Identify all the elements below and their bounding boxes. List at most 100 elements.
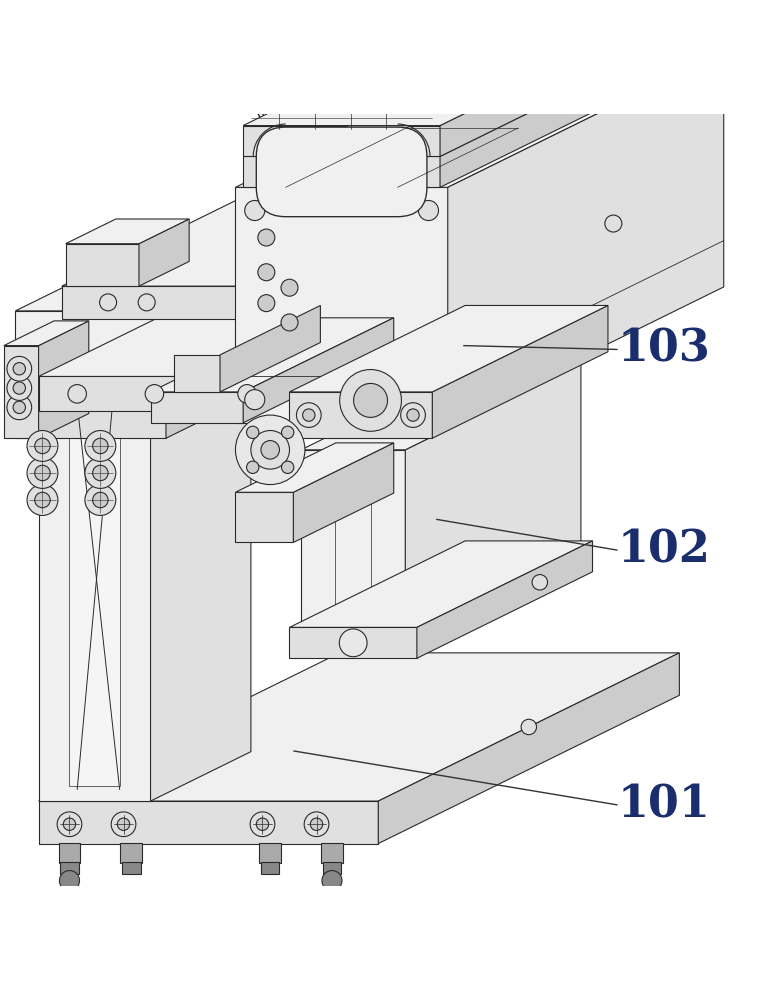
Circle shape bbox=[63, 818, 76, 830]
Circle shape bbox=[145, 385, 164, 403]
Polygon shape bbox=[15, 407, 166, 438]
Polygon shape bbox=[166, 261, 266, 376]
Polygon shape bbox=[39, 801, 378, 844]
Text: 103: 103 bbox=[618, 328, 710, 371]
Polygon shape bbox=[405, 363, 581, 627]
Circle shape bbox=[310, 818, 323, 830]
Text: 101: 101 bbox=[618, 783, 710, 826]
Circle shape bbox=[407, 409, 419, 421]
Circle shape bbox=[282, 426, 294, 439]
Circle shape bbox=[605, 215, 621, 232]
Polygon shape bbox=[15, 311, 166, 376]
Circle shape bbox=[35, 492, 50, 508]
Polygon shape bbox=[290, 627, 417, 658]
Polygon shape bbox=[39, 376, 363, 411]
Circle shape bbox=[304, 812, 329, 837]
Bar bbox=[259, 843, 281, 863]
Circle shape bbox=[7, 356, 32, 381]
Polygon shape bbox=[235, 492, 293, 542]
Polygon shape bbox=[440, 27, 641, 156]
Circle shape bbox=[418, 390, 438, 410]
Circle shape bbox=[401, 403, 425, 427]
Circle shape bbox=[13, 382, 25, 394]
Polygon shape bbox=[235, 443, 394, 492]
Polygon shape bbox=[39, 653, 679, 801]
Circle shape bbox=[35, 465, 50, 481]
Circle shape bbox=[27, 431, 58, 461]
Circle shape bbox=[117, 818, 130, 830]
Circle shape bbox=[354, 383, 388, 417]
Polygon shape bbox=[166, 358, 266, 438]
Circle shape bbox=[93, 438, 108, 454]
Polygon shape bbox=[448, 51, 724, 423]
Polygon shape bbox=[66, 219, 189, 244]
Polygon shape bbox=[39, 281, 251, 330]
Circle shape bbox=[85, 485, 116, 515]
Polygon shape bbox=[62, 286, 432, 319]
Bar bbox=[120, 843, 142, 863]
Circle shape bbox=[258, 264, 275, 281]
Bar bbox=[323, 862, 341, 874]
Circle shape bbox=[251, 431, 290, 469]
Circle shape bbox=[59, 871, 80, 891]
Circle shape bbox=[57, 812, 82, 837]
Circle shape bbox=[235, 415, 305, 485]
Circle shape bbox=[521, 719, 537, 735]
Circle shape bbox=[296, 403, 321, 427]
Polygon shape bbox=[235, 187, 448, 423]
Polygon shape bbox=[417, 541, 593, 658]
Polygon shape bbox=[432, 305, 608, 438]
Polygon shape bbox=[174, 355, 220, 392]
Polygon shape bbox=[15, 358, 266, 407]
Circle shape bbox=[27, 458, 58, 488]
Polygon shape bbox=[301, 363, 581, 450]
Polygon shape bbox=[62, 150, 708, 286]
Polygon shape bbox=[39, 330, 151, 801]
Circle shape bbox=[85, 458, 116, 488]
Circle shape bbox=[340, 370, 401, 431]
Polygon shape bbox=[363, 253, 614, 411]
Circle shape bbox=[245, 390, 265, 410]
Bar bbox=[261, 862, 279, 874]
Circle shape bbox=[250, 812, 275, 837]
Circle shape bbox=[245, 200, 265, 221]
Circle shape bbox=[418, 200, 438, 221]
Circle shape bbox=[258, 229, 275, 246]
Polygon shape bbox=[151, 318, 394, 392]
Circle shape bbox=[13, 363, 25, 375]
Circle shape bbox=[339, 629, 367, 657]
Circle shape bbox=[13, 401, 25, 414]
Bar bbox=[59, 843, 80, 863]
Circle shape bbox=[322, 871, 342, 891]
FancyBboxPatch shape bbox=[256, 127, 427, 217]
Polygon shape bbox=[290, 541, 593, 627]
Circle shape bbox=[111, 812, 136, 837]
Circle shape bbox=[281, 314, 298, 331]
Polygon shape bbox=[290, 392, 432, 438]
Circle shape bbox=[246, 461, 259, 473]
Polygon shape bbox=[69, 361, 120, 786]
Circle shape bbox=[238, 385, 256, 403]
Circle shape bbox=[246, 426, 259, 439]
Polygon shape bbox=[243, 126, 440, 156]
Circle shape bbox=[85, 431, 116, 461]
Polygon shape bbox=[290, 305, 608, 392]
Polygon shape bbox=[220, 305, 320, 392]
Polygon shape bbox=[243, 27, 641, 126]
Circle shape bbox=[7, 376, 32, 400]
Circle shape bbox=[138, 294, 155, 311]
Polygon shape bbox=[293, 443, 394, 542]
Text: 102: 102 bbox=[618, 529, 710, 572]
Polygon shape bbox=[286, 58, 486, 187]
Polygon shape bbox=[440, 58, 641, 187]
Bar bbox=[122, 862, 141, 874]
Circle shape bbox=[532, 575, 547, 590]
Polygon shape bbox=[39, 253, 614, 376]
Circle shape bbox=[93, 465, 108, 481]
Polygon shape bbox=[151, 281, 251, 801]
Circle shape bbox=[35, 438, 50, 454]
Polygon shape bbox=[39, 321, 89, 438]
Polygon shape bbox=[432, 150, 708, 319]
Polygon shape bbox=[151, 392, 243, 423]
Circle shape bbox=[93, 492, 108, 508]
